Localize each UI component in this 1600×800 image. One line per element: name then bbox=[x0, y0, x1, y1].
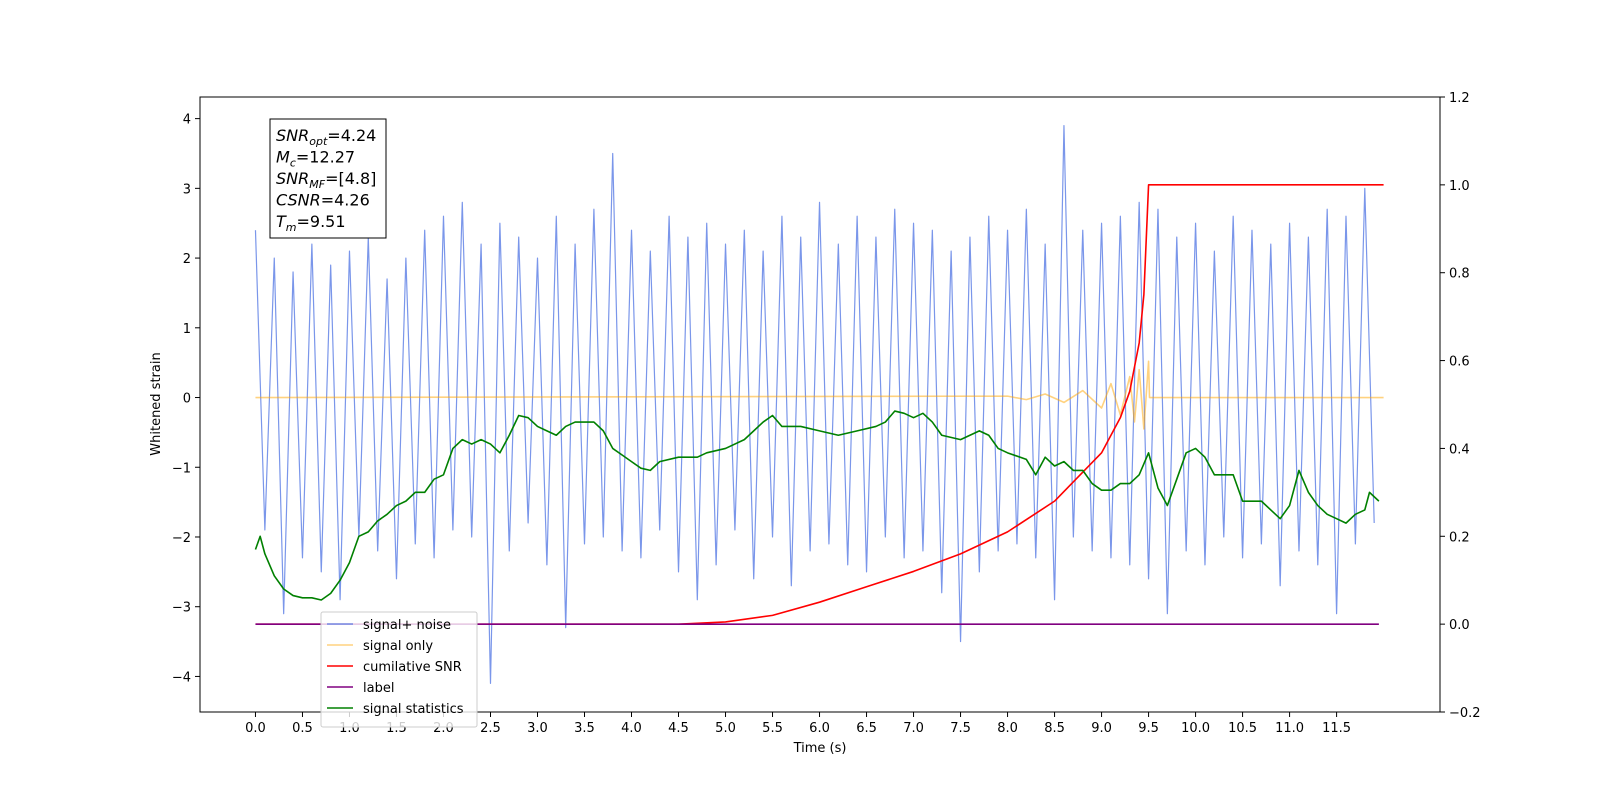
x-tick-label: 8.0 bbox=[997, 721, 1018, 736]
annotation-subscript: c bbox=[290, 157, 296, 170]
y-tick-label: 4 bbox=[183, 113, 191, 128]
x-tick-label: 6.0 bbox=[809, 721, 830, 736]
legend-label: signal statistics bbox=[363, 702, 464, 717]
series-line bbox=[255, 184, 1384, 625]
y2-tick-label: 0.2 bbox=[1449, 530, 1470, 545]
x-tick-label: 0.0 bbox=[245, 721, 266, 736]
x-tick-label: 2.5 bbox=[480, 721, 501, 736]
x-tick-label: 7.0 bbox=[903, 721, 924, 736]
annotation-value: =9.51 bbox=[297, 212, 346, 231]
annotation-symbol: SNR bbox=[276, 126, 309, 145]
y-axis-label: Whitened strain bbox=[149, 352, 164, 455]
y-tick-label: 0 bbox=[183, 392, 191, 407]
annotation-value: =[4.8] bbox=[325, 169, 376, 188]
x-tick-label: 9.0 bbox=[1091, 721, 1112, 736]
series-line bbox=[255, 360, 1384, 430]
annotation-line: Tm=9.51 bbox=[276, 212, 346, 234]
annotation-subscript: m bbox=[286, 221, 297, 234]
x-tick-label: 5.5 bbox=[762, 721, 783, 736]
annotation-line: SNRopt=4.24 bbox=[276, 126, 376, 148]
y-tick-label: −1 bbox=[172, 461, 191, 476]
x-tick-label: 7.5 bbox=[950, 721, 971, 736]
y-tick-label: 3 bbox=[183, 182, 191, 197]
x-tick-label: 3.5 bbox=[574, 721, 595, 736]
x-tick-label: 0.5 bbox=[292, 721, 313, 736]
annotation-value: =4.26 bbox=[321, 191, 370, 210]
annotation-line: Mc=12.27 bbox=[276, 148, 355, 170]
x-tick-label: 10.0 bbox=[1181, 721, 1210, 736]
x-axis-label: Time (s) bbox=[793, 741, 847, 756]
annotation-subscript: MF bbox=[309, 178, 325, 191]
legend-label: signal+ noise bbox=[363, 618, 451, 633]
y2-tick-label: 1.2 bbox=[1449, 91, 1470, 106]
annotation-box bbox=[269, 118, 387, 239]
annotation-symbol: SNR bbox=[276, 169, 309, 188]
annotation-value: =12.27 bbox=[296, 148, 355, 167]
x-tick-label: 10.5 bbox=[1228, 721, 1257, 736]
x-tick-label: 6.5 bbox=[856, 721, 877, 736]
x-tick-label: 5.0 bbox=[715, 721, 736, 736]
x-tick-label: 8.5 bbox=[1044, 721, 1065, 736]
y-tick-label: −4 bbox=[172, 670, 191, 685]
y2-tick-label: 0.8 bbox=[1449, 267, 1470, 282]
y2-tick-label: 0.6 bbox=[1449, 355, 1470, 370]
legend-box bbox=[320, 611, 478, 728]
y2-tick-label: 1.0 bbox=[1449, 179, 1470, 194]
annotation-value: =4.24 bbox=[327, 126, 376, 145]
annotation-line: SNRMF=[4.8] bbox=[276, 169, 376, 191]
annotation-symbol: T bbox=[276, 212, 287, 231]
x-tick-label: 3.0 bbox=[527, 721, 548, 736]
y-tick-label: −3 bbox=[172, 601, 191, 616]
y2-tick-label: −0.2 bbox=[1449, 706, 1481, 721]
legend-label: signal only bbox=[363, 639, 433, 654]
y-tick-label: 1 bbox=[183, 322, 191, 337]
annotation-line: CSNR=4.26 bbox=[276, 191, 370, 210]
legend-label: label bbox=[363, 681, 394, 696]
x-tick-label: 4.0 bbox=[621, 721, 642, 736]
annotation-symbol: M bbox=[276, 148, 290, 167]
series-line bbox=[254, 124, 1375, 685]
series-line bbox=[254, 410, 1380, 601]
x-tick-label: 11.0 bbox=[1275, 721, 1304, 736]
y-tick-label: −2 bbox=[172, 531, 191, 546]
legend-label: cumilative SNR bbox=[363, 660, 462, 675]
y-tick-label: 2 bbox=[183, 252, 191, 267]
y2-tick-label: 0.4 bbox=[1449, 442, 1470, 457]
annotation-symbol: CSNR bbox=[276, 191, 321, 210]
x-tick-label: 4.5 bbox=[668, 721, 689, 736]
x-tick-label: 9.5 bbox=[1138, 721, 1159, 736]
y2-tick-label: 0.0 bbox=[1449, 618, 1470, 633]
annotation-subscript: opt bbox=[309, 135, 328, 148]
x-tick-label: 11.5 bbox=[1322, 721, 1351, 736]
